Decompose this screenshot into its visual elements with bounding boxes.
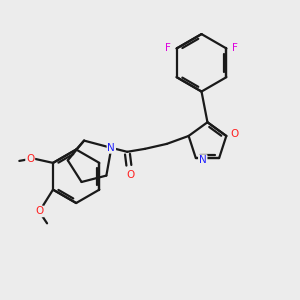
Text: O: O bbox=[35, 206, 43, 216]
Text: F: F bbox=[232, 44, 238, 53]
Text: N: N bbox=[199, 155, 207, 165]
Text: N: N bbox=[107, 143, 115, 153]
Text: F: F bbox=[165, 44, 171, 53]
Text: O: O bbox=[230, 129, 238, 139]
Text: O: O bbox=[126, 169, 134, 180]
Text: O: O bbox=[26, 154, 34, 164]
